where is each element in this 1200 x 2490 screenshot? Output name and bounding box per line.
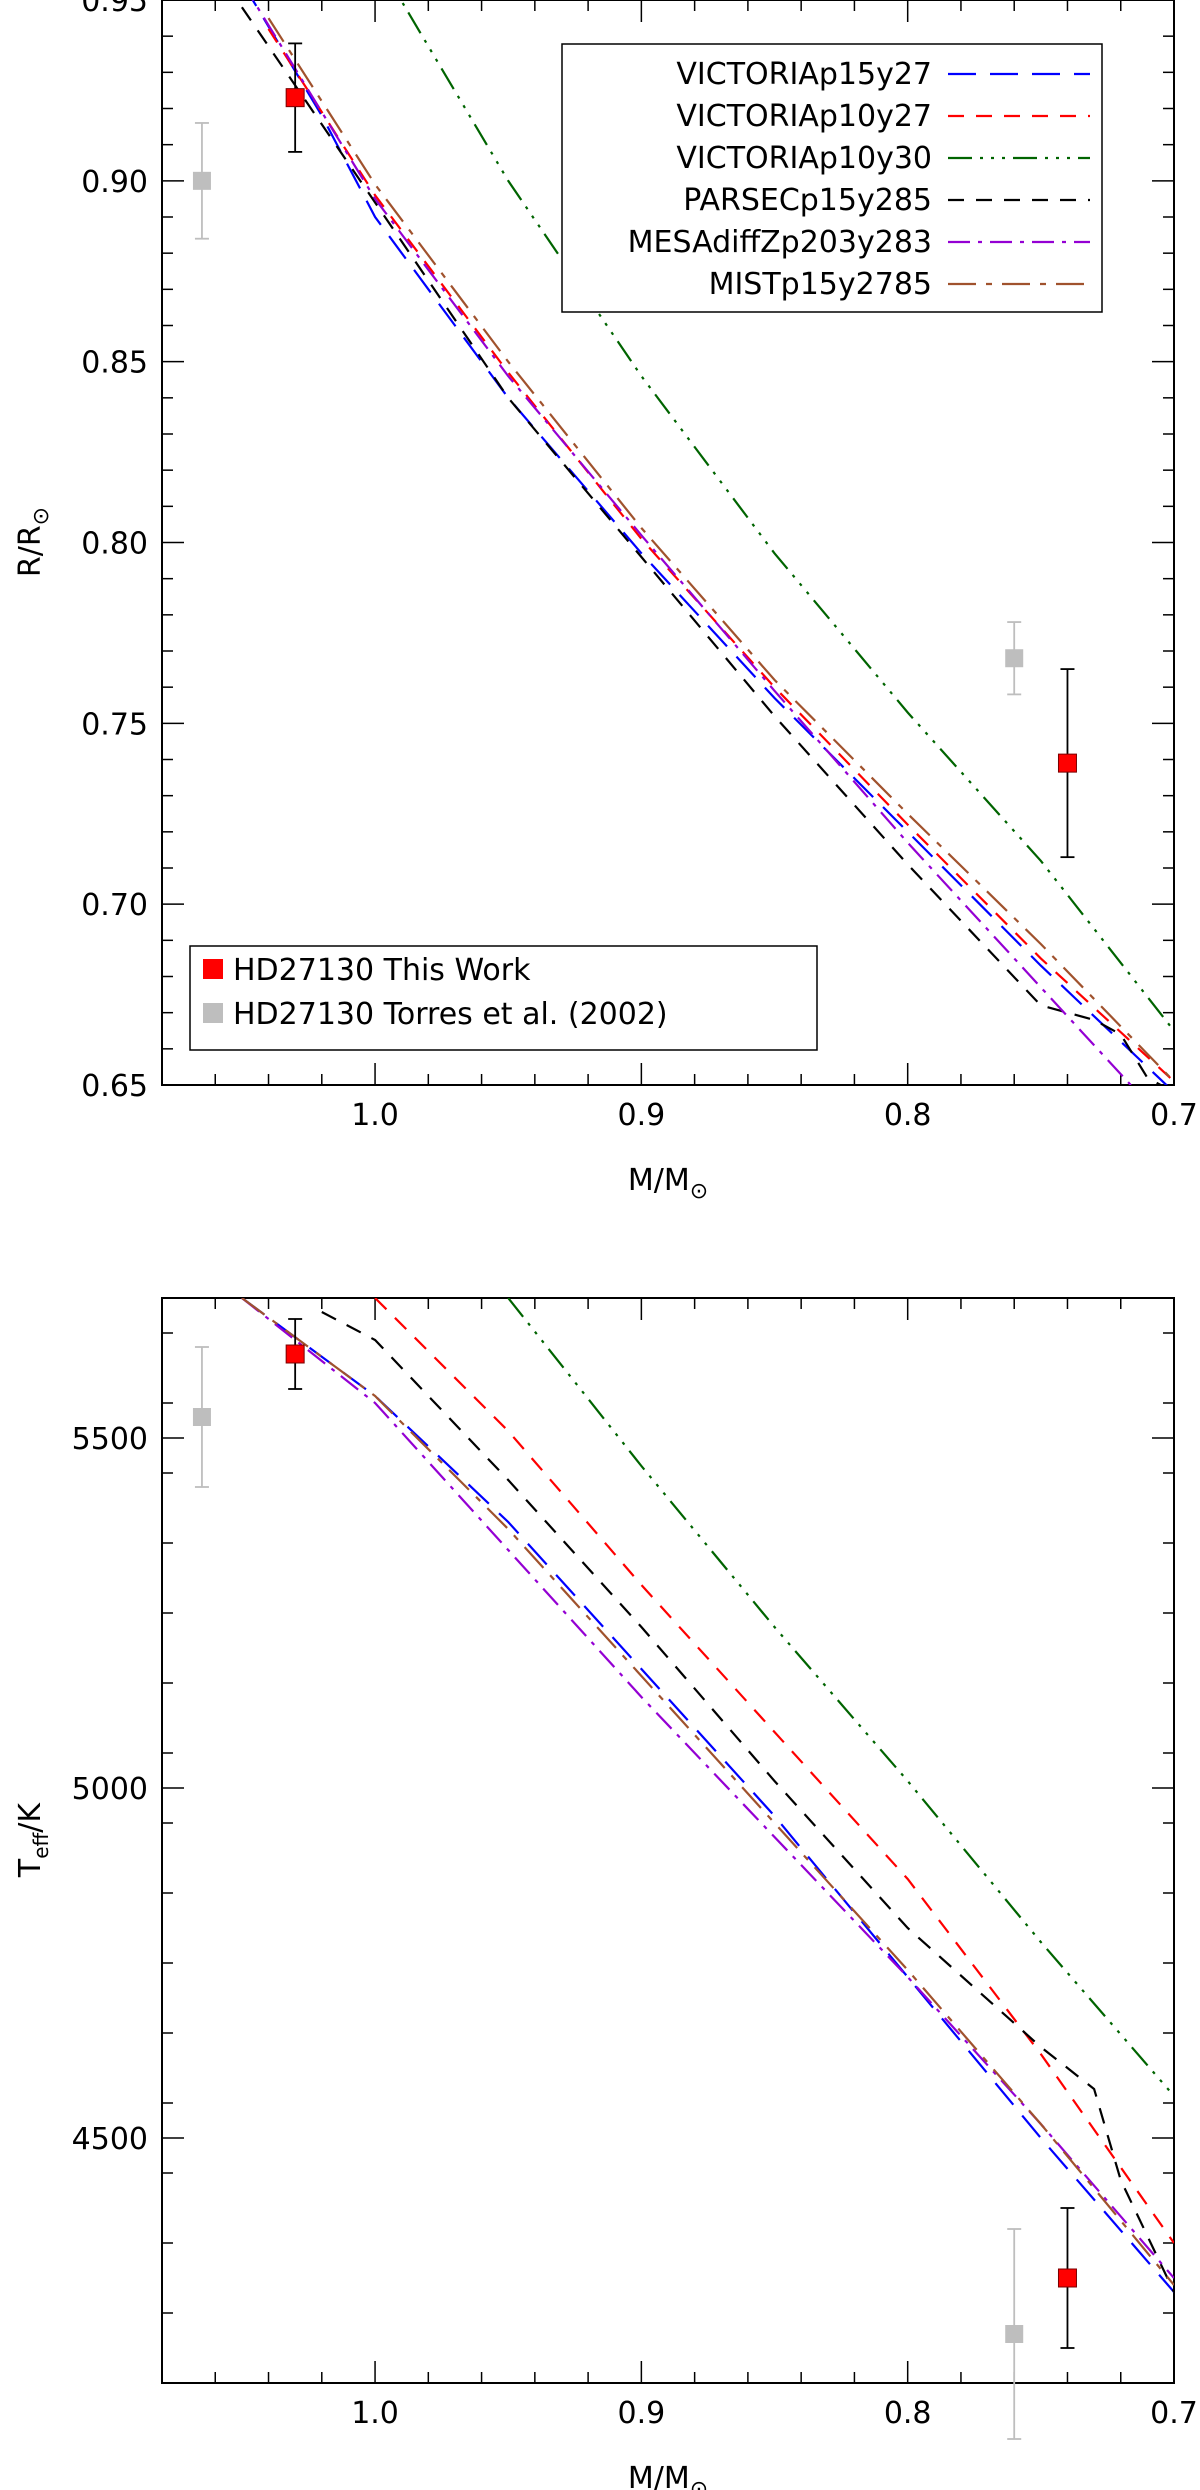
data-points [192,1318,1077,2440]
this-work-marker [203,959,223,979]
x-axis-label: M/M⊙ [628,1163,708,1204]
y-tick-label: 0.70 [81,888,148,923]
points-legend-frame [189,945,818,1051]
this-work-label: HD27130 This Work [233,953,531,988]
legend-label-mesadiffzp203y283: MESAdiffZp203y283 [628,225,932,260]
y-axis-label: R/R⊙ [13,507,54,577]
y-tick-label: 4500 [72,2122,148,2157]
data-points [192,42,1077,859]
this-work-point [1057,753,1077,773]
this-work-point [285,88,305,108]
series-line-victoriap10y27 [374,1298,1174,2244]
y-tick-label: 0.85 [81,346,148,381]
series-line-parsecp15y285 [321,1311,1174,2293]
series-lines [240,0,1174,1085]
plot-frame [161,1297,1175,2384]
y-tick-label: 0.65 [81,1069,148,1104]
teff-mass-panel: 1.0 0.9 0.8 0.7 4500 5000 5500 M/M⊙ Teff/K [13,1297,1198,2490]
series-line-victoriap10y30 [399,0,1174,1032]
legend-label-victoriap10y30: VICTORIAp10y30 [676,141,932,176]
x-tick-label: 0.9 [618,1098,666,1133]
points-legend: HD27130 This Work HD27130 Torres et al. … [189,945,818,1051]
axis-ticks: 1.0 0.9 0.8 0.7 0.65 0.70 0.75 0.80 0.85 0.90 0.95 [81,0,1198,1133]
x-tick-label: 0.8 [884,1098,932,1133]
x-tick-label: 1.0 [351,1098,399,1133]
series-lines [241,1298,1174,2293]
series-line-mistp15y2785 [267,17,1174,1083]
x-tick-label: 0.7 [1150,2396,1198,2431]
torres-point [1005,649,1024,668]
this-work-point [1057,2268,1077,2288]
legend-label-parsecp15y285: PARSECp15y285 [683,183,932,218]
line-legend-frame [561,43,1103,313]
torres-point [192,1408,211,1426]
y-tick-label: 0.90 [81,165,148,200]
x-tick-label: 0.9 [618,2396,666,2431]
legend-label-victoriap10y27: VICTORIAp10y27 [676,99,932,134]
series-line-victoriap10y30 [507,1298,1174,2097]
series-line-mesadiffzp203y283 [251,0,1133,1085]
series-line-parsecp15y285 [240,6,1164,1085]
y-tick-label: 0.75 [81,707,148,742]
torres-label: HD27130 Torres et al. (2002) [233,997,668,1032]
y-axis-label: Teff/K [13,1802,53,1879]
y-tick-label: 5500 [72,1422,148,1457]
series-line-mistp15y2785 [241,1298,1174,2286]
x-axis-label: M/M⊙ [628,2461,708,2490]
torres-point [192,171,211,190]
series-line-victoriap15y27 [241,1298,1174,2293]
torres-point [1005,2325,1024,2343]
y-tick-label: 0.95 [81,0,148,19]
legend-label-mistp15y2785: MISTp15y2785 [709,267,932,302]
line-legend: VICTORIAp15y27 VICTORIAp10y27 VICTORIAp10y… [561,43,1103,313]
radius-mass-panel: 1.0 0.9 0.8 0.7 0.65 0.70 0.75 0.80 0.85 0.90 0.95… [13,0,1198,1204]
this-work-point [285,1344,305,1364]
series-line-mesadiffzp203y283 [241,1298,1174,2279]
x-tick-label: 0.8 [884,2396,932,2431]
y-tick-label: 5000 [72,1772,148,1807]
y-tick-label: 0.80 [81,527,148,562]
torres-marker [203,1003,223,1023]
legend-label-victoriap15y27: VICTORIAp15y27 [676,57,932,92]
x-tick-label: 0.7 [1150,1098,1198,1133]
axis-ticks: 1.0 0.9 0.8 0.7 4500 5000 5500 [72,1298,1198,2431]
x-tick-label: 1.0 [351,2396,399,2431]
